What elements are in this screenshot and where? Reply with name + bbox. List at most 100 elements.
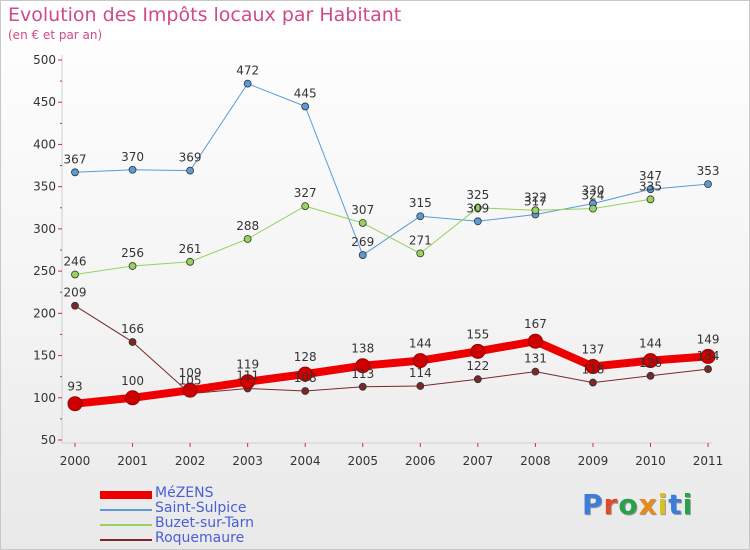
data-point — [182, 382, 198, 398]
data-point — [646, 195, 655, 204]
chart-subtitle: (en € et par an) — [8, 28, 103, 42]
series-line-Saint-Sulpice — [74, 83, 709, 256]
data-point — [71, 168, 79, 177]
legend-label: Buzet-sur-Tarn — [155, 515, 254, 531]
data-label: 149 — [697, 332, 720, 346]
data-point — [301, 202, 310, 210]
data-point — [128, 338, 137, 346]
data-label: 325 — [466, 188, 489, 202]
data-point — [186, 166, 195, 175]
logo-letter: t — [668, 488, 683, 521]
data-point — [646, 185, 655, 194]
data-point — [700, 348, 716, 364]
data-label: 138 — [351, 342, 374, 356]
data-point — [301, 387, 310, 395]
data-label: 309 — [466, 201, 489, 215]
data-label: 445 — [294, 86, 317, 100]
legend-item: Saint-Sulpice — [100, 500, 400, 518]
data-point — [128, 262, 137, 270]
data-label: 307 — [351, 203, 374, 217]
data-label: 327 — [294, 186, 317, 200]
legend-label: MéZENS — [155, 485, 214, 501]
data-point — [704, 180, 712, 189]
y-tick-label: 450 — [33, 95, 56, 109]
legend-swatch — [100, 524, 152, 526]
data-label: 353 — [697, 164, 720, 178]
x-tick-label: 2001 — [117, 454, 148, 468]
data-label: 105 — [179, 374, 202, 388]
data-point — [71, 301, 79, 310]
logo-letter: o — [618, 488, 639, 521]
data-label: 126 — [639, 356, 662, 370]
x-tick-label: 2008 — [520, 454, 551, 468]
data-label: 134 — [697, 349, 720, 363]
y-tick-label: 150 — [33, 349, 56, 363]
legend-label: Saint-Sulpice — [155, 500, 247, 516]
data-point — [416, 212, 425, 221]
x-tick-label: 2000 — [60, 454, 91, 468]
x-tick-label: 2009 — [578, 454, 609, 468]
data-label: 109 — [179, 366, 202, 380]
data-point — [243, 235, 252, 243]
legend-swatch — [100, 509, 152, 511]
data-point — [470, 343, 486, 359]
data-label: 93 — [67, 380, 82, 394]
data-label: 317 — [524, 195, 547, 209]
data-point — [473, 375, 482, 384]
legend-label: Roquemaure — [155, 530, 245, 546]
data-point — [297, 366, 313, 382]
data-point — [473, 203, 482, 212]
data-label: 114 — [409, 366, 432, 380]
data-point — [358, 382, 367, 391]
data-point — [358, 219, 367, 227]
data-point — [531, 367, 540, 376]
data-point — [128, 165, 137, 174]
legend-swatch — [100, 539, 152, 541]
data-label: 261 — [179, 242, 202, 256]
logo-letter: i — [682, 488, 694, 521]
data-point — [243, 79, 252, 88]
data-label: 335 — [639, 179, 662, 193]
y-tick-label: 200 — [33, 306, 56, 320]
x-tick-label: 2006 — [405, 454, 436, 468]
data-point — [71, 270, 79, 279]
x-tick-label: 2002 — [175, 454, 206, 468]
data-label: 155 — [466, 327, 489, 341]
data-point — [473, 217, 482, 226]
proxiti-logo: Proxiti — [582, 488, 693, 521]
data-label: 288 — [236, 219, 259, 233]
data-label: 119 — [236, 358, 259, 372]
data-point — [412, 353, 428, 369]
data-label: 144 — [409, 337, 432, 351]
data-point — [531, 206, 540, 215]
data-label: 370 — [121, 150, 144, 164]
x-tick-label: 2007 — [463, 454, 494, 468]
x-tick-label: 2003 — [232, 454, 263, 468]
y-tick-label: 400 — [33, 137, 56, 151]
data-label: 369 — [179, 151, 202, 165]
legend-item: Buzet-sur-Tarn — [100, 515, 400, 533]
data-label: 111 — [236, 368, 259, 382]
data-label: 347 — [639, 169, 662, 183]
data-label: 122 — [466, 359, 489, 373]
x-tick-label: 2010 — [635, 454, 666, 468]
data-point — [358, 251, 367, 259]
data-label: 322 — [524, 190, 547, 204]
data-point — [67, 396, 83, 412]
x-tick-label: 2011 — [693, 454, 724, 468]
data-label: 137 — [581, 343, 604, 357]
data-label: 131 — [524, 352, 547, 366]
data-point — [355, 358, 371, 374]
data-point — [416, 382, 425, 390]
y-tick-label: 50 — [41, 433, 56, 447]
data-point — [527, 333, 543, 349]
y-tick-label: 300 — [33, 222, 56, 236]
logo-letter: P — [582, 488, 604, 521]
y-tick-label: 350 — [33, 180, 56, 194]
data-point — [646, 371, 655, 380]
data-label: 118 — [581, 363, 604, 377]
data-point — [240, 374, 256, 390]
legend-swatch — [100, 491, 152, 499]
data-label: 100 — [121, 374, 144, 388]
